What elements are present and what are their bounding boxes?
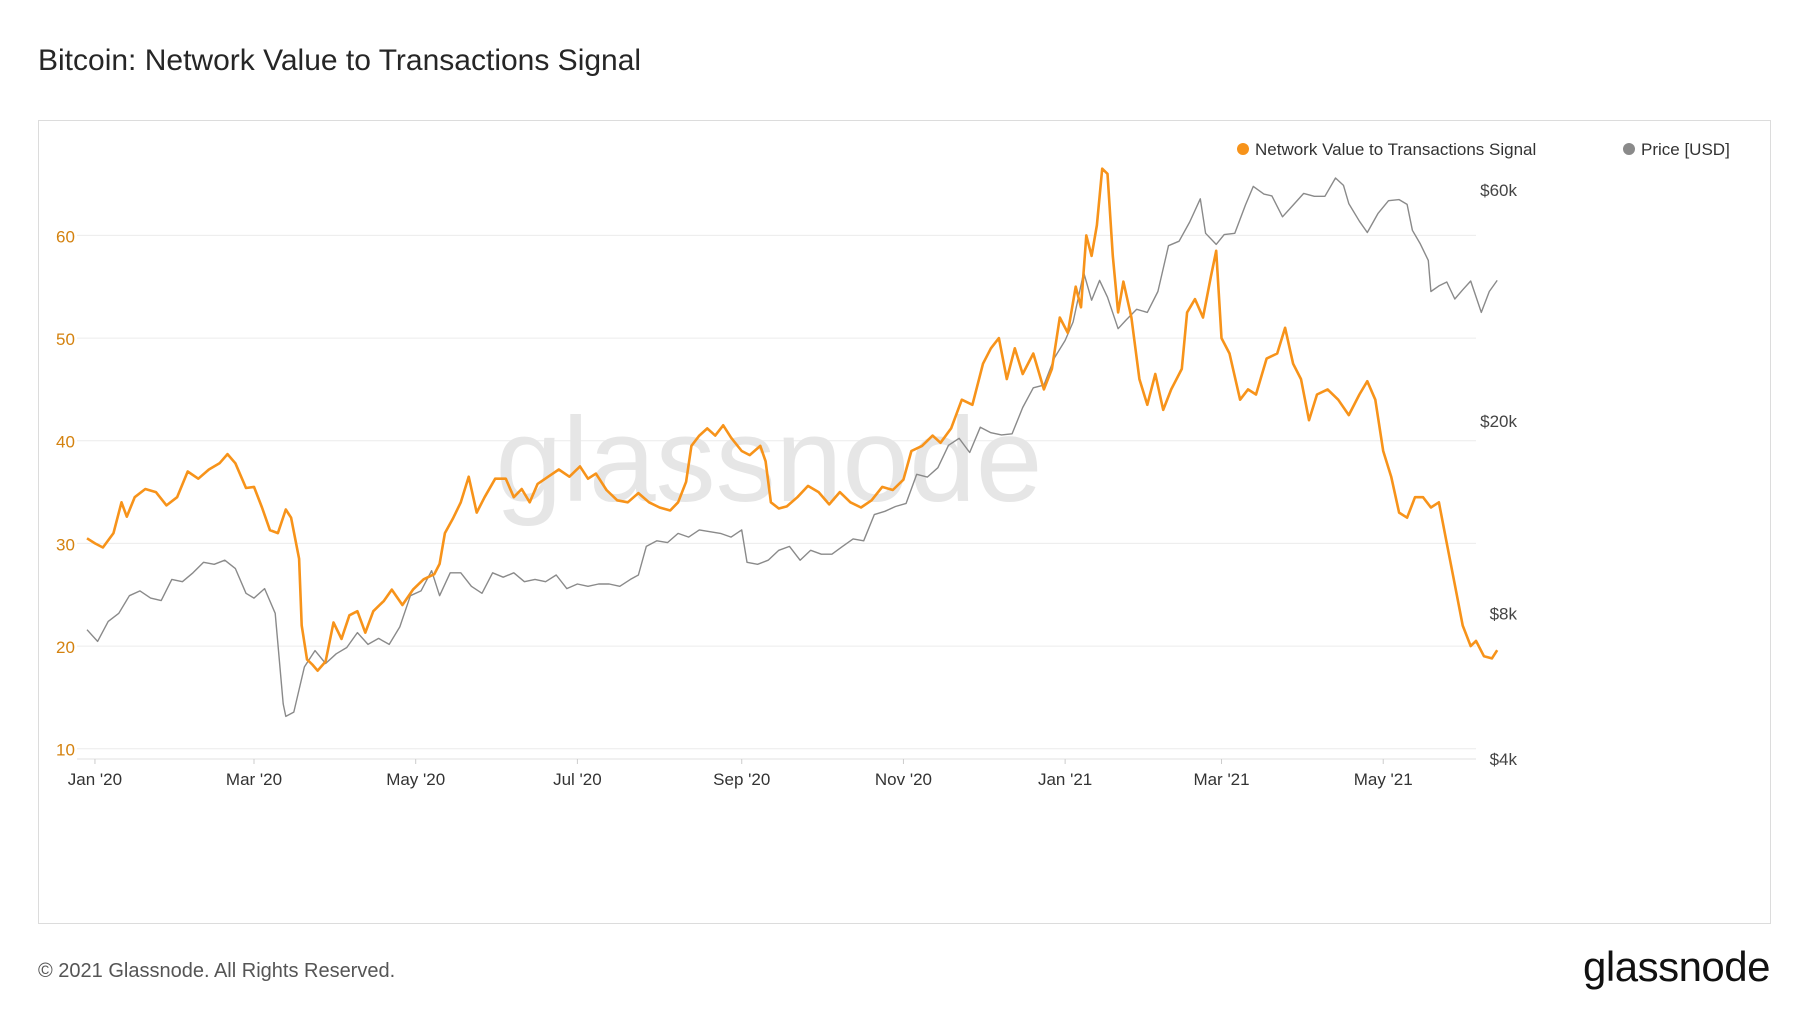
chart-panel: glassnode 10 20 30 40 50 60 $4k $8k $20k $60k Jan '…	[38, 120, 1771, 924]
chart-svg: glassnode 10 20 30 40 50 60 $4k $8k $20k $60k Jan '…	[56, 140, 1730, 789]
x-tick-label: May '20	[386, 770, 445, 789]
nvts-line	[86, 167, 1499, 672]
legend-price-label: Price [USD]	[1641, 140, 1730, 159]
x-tick-label: Jul '20	[553, 770, 602, 789]
y-right-tick-label: $20k	[1480, 412, 1517, 431]
x-tick-label: Nov '20	[875, 770, 932, 789]
price-usd-line	[86, 177, 1498, 718]
x-tick-label: Jan '20	[68, 770, 122, 789]
legend-price-marker	[1623, 143, 1635, 155]
brand-logo: glassnode	[1583, 943, 1770, 990]
x-tick-label: Mar '20	[226, 770, 282, 789]
watermark-text: glassnode	[495, 393, 1042, 527]
copyright-text: © 2021 Glassnode. All Rights Reserved.	[38, 960, 396, 982]
x-tick-label: Jan '21	[1038, 770, 1092, 789]
x-tick-label: Sep '20	[713, 770, 770, 789]
y-right-tick-label: $60k	[1480, 181, 1517, 200]
y-left-tick-label: 10	[56, 741, 75, 760]
y-left-tick-label: 30	[56, 535, 75, 554]
legend-nvts-label: Network Value to Transactions Signal	[1255, 140, 1536, 159]
y-left-tick-label: 60	[56, 227, 75, 246]
y-left-tick-label: 20	[56, 638, 75, 657]
chart-title: Bitcoin: Network Value to Transactions S…	[38, 44, 642, 77]
y-left-tick-label: 50	[56, 330, 75, 349]
y-left-tick-label: 40	[56, 433, 75, 452]
legend-nvts-marker	[1237, 143, 1249, 155]
y-right-tick-label: $8k	[1490, 604, 1518, 623]
x-tick-label: May '21	[1354, 770, 1413, 789]
y-right-tick-label: $4k	[1490, 750, 1518, 769]
x-tick-label: Mar '21	[1193, 770, 1249, 789]
